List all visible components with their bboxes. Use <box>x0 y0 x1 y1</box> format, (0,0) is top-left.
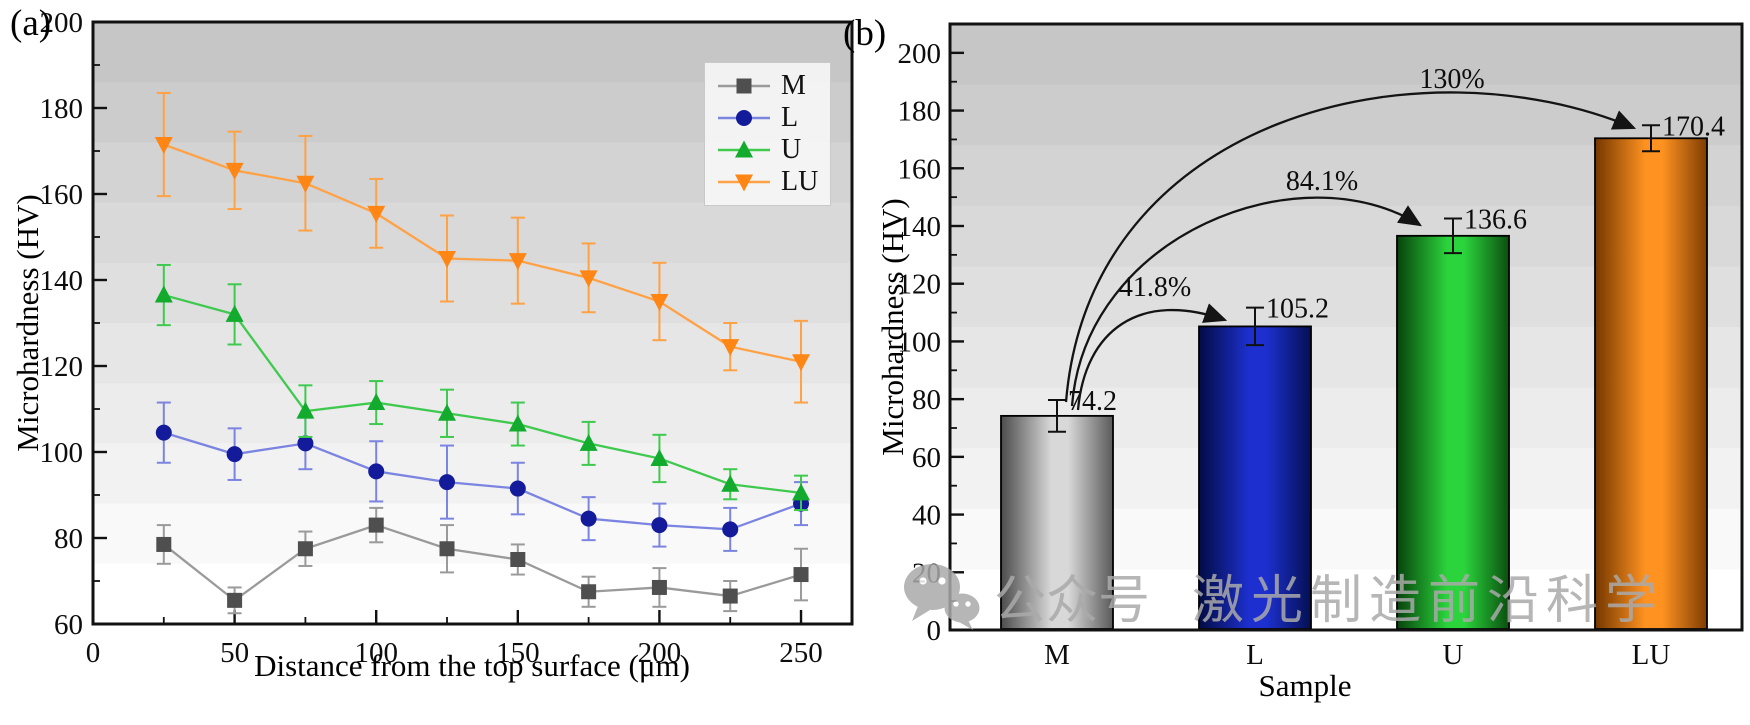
x-category-label: M <box>1044 639 1070 671</box>
legend-item-U: U <box>717 134 818 166</box>
legend-label-M: M <box>781 70 806 101</box>
bar-value-label: 170.4 <box>1662 111 1725 142</box>
x-category-label: LU <box>1632 639 1671 671</box>
y-tick-label: 20 <box>912 557 941 589</box>
y-tick-label: 140 <box>898 211 942 243</box>
annotation-arrows: 41.8%84.1%130% <box>1064 64 1637 411</box>
legend-label-U: U <box>781 134 802 165</box>
y-tick-label: 100 <box>40 437 84 469</box>
y-tick-label: 200 <box>898 38 942 70</box>
legend-marker-U <box>718 140 770 158</box>
panel-a-ylabel: Microhardness (HV) <box>10 194 45 452</box>
series-line-LU <box>163 143 802 363</box>
x-tick-label: 250 <box>779 637 823 669</box>
y-tick-label: 180 <box>898 96 942 128</box>
percent-label: 84.1% <box>1286 166 1358 197</box>
y-tick-label: 40 <box>912 500 941 532</box>
series-line-U <box>163 293 802 494</box>
y-tick-label: 80 <box>54 523 83 555</box>
panel-b-letter: (b) <box>843 13 887 54</box>
x-tick-label: 100 <box>354 637 398 669</box>
panel-a-xlabel: Distance from the top surface (μm) <box>254 648 690 683</box>
y-tick-label: 80 <box>912 384 941 416</box>
legend-label-LU: LU <box>781 166 819 197</box>
series-M <box>156 506 809 615</box>
y-tick-label: 100 <box>898 326 942 358</box>
legend-marker-M <box>718 78 770 94</box>
panel-a-ticks: 60 80 100 120 140 160 180 200 0 50 100 150 200 250 <box>40 7 823 669</box>
panel-b-xlabel: Sample <box>1258 668 1352 703</box>
y-tick-label: 160 <box>40 179 84 211</box>
series-line-L <box>163 431 802 531</box>
series-line-M <box>163 523 802 602</box>
bar-value-label: 136.6 <box>1464 204 1527 235</box>
plot-frame <box>91 20 854 626</box>
bar-value-label: 74.2 <box>1068 386 1117 417</box>
x-tick-label: 150 <box>496 637 540 669</box>
plot-background-band <box>93 262 852 324</box>
arrow-M-to-U <box>1070 196 1422 407</box>
series-U <box>154 263 811 512</box>
y-tick-label: 160 <box>898 153 942 185</box>
legend: M L U LU <box>704 62 832 206</box>
legend-item-LU: LU <box>717 166 818 198</box>
x-tick-label: 0 <box>86 637 101 669</box>
panel-a-letter: (a) <box>10 3 52 44</box>
series-L <box>155 401 810 552</box>
y-tick-label: 60 <box>912 442 941 474</box>
bar-U <box>1396 234 1510 630</box>
bar-M <box>1000 414 1114 630</box>
percent-label: 130% <box>1419 64 1484 95</box>
legend-marker-L <box>718 110 770 126</box>
bar-value-label: 105.2 <box>1266 294 1329 325</box>
plot-background-band <box>93 503 852 565</box>
legend-label-L: L <box>781 102 799 133</box>
y-tick-label: 60 <box>54 609 83 641</box>
panel-b: 0 20 40 60 80 100 120 140 160 180 200 74.2 M 105.2 L 13… <box>898 22 1744 671</box>
x-category-label: U <box>1443 639 1464 671</box>
y-tick-label: 140 <box>40 265 84 297</box>
bar-LU <box>1594 137 1708 630</box>
x-tick-label: 50 <box>220 637 249 669</box>
y-tick-label: 120 <box>898 269 942 301</box>
series-LU <box>154 91 811 404</box>
plot-background-band <box>950 84 1742 146</box>
legend-item-M: M <box>717 70 818 102</box>
arrow-M-to-LU <box>1064 91 1637 403</box>
plot-background-band <box>93 323 852 384</box>
panel-b-ylabel: Microhardness (HV) <box>875 198 910 456</box>
x-category-label: L <box>1246 639 1264 671</box>
legend-marker-LU <box>718 174 770 192</box>
bar-L <box>1198 325 1312 630</box>
plot-background-band <box>93 383 852 444</box>
y-tick-label: 0 <box>927 615 942 647</box>
plot-frame <box>948 22 1744 632</box>
y-tick-label: 200 <box>40 7 84 39</box>
plot-background-band <box>950 24 1742 86</box>
y-tick-label: 120 <box>40 351 84 383</box>
arrow-M-to-L <box>1076 303 1228 411</box>
x-tick-label: 200 <box>638 637 682 669</box>
y-tick-label: 180 <box>40 93 84 125</box>
plot-background-band <box>93 443 852 505</box>
plot-background-band <box>93 202 852 264</box>
legend-item-L: L <box>717 102 818 134</box>
